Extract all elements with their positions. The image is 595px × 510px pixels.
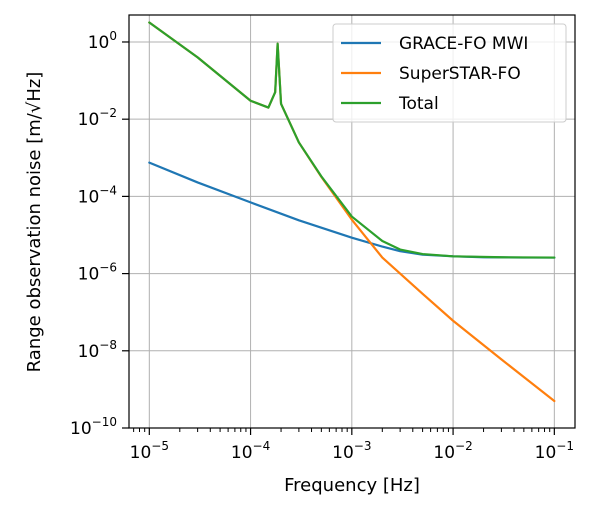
legend-label: SuperSTAR-FO [399,64,521,84]
y-tick-label: 10−10 [70,415,117,439]
x-tick-label: 10−4 [231,439,270,463]
y-tick-labels: 100 10−2 10−4 10−6 10−8 10−10 [70,29,117,439]
tick-marks [122,41,555,435]
legend-label: GRACE-FO MWI [399,34,528,54]
y-tick-label: 10−8 [78,338,117,362]
x-tick-label: 10−3 [332,439,371,463]
x-tick-label: 10−5 [130,439,169,463]
series-lines [148,21,556,403]
legend-items: GRACE-FO MWI SuperSTAR-FO Total [341,34,528,114]
y-tick-label: 10−6 [78,261,117,285]
y-tick-label: 10−2 [78,106,117,130]
legend: GRACE-FO MWI SuperSTAR-FO Total [332,23,567,123]
legend-label: Total [398,94,439,114]
legend-box [332,23,567,123]
x-tick-label: 10−2 [433,439,472,463]
x-axis-label: Frequency [Hz] [284,475,420,496]
x-tick-label: 10−1 [535,439,574,463]
series-line-total [148,21,556,259]
y-tick-label: 100 [88,29,117,53]
y-axis-label: Range observation noise [m/√Hz] [24,72,45,373]
x-tick-labels: 10−5 10−4 10−3 10−2 10−1 [130,439,574,463]
y-tick-label: 10−4 [78,183,117,207]
